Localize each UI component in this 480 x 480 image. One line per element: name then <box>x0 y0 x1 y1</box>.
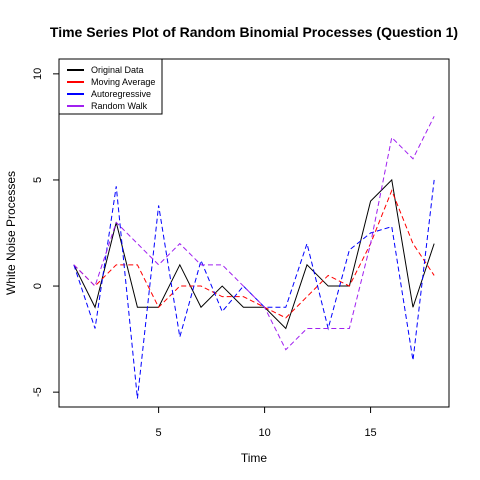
legend-label-moving-average: Moving Average <box>91 77 155 87</box>
x-tick-label: 15 <box>364 427 376 439</box>
x-tick-label: 10 <box>258 427 270 439</box>
legend-label-random-walk: Random Walk <box>91 101 148 111</box>
series-line-autoregressive <box>73 179 435 399</box>
series-line-random-walk <box>73 116 435 351</box>
chart-title: Time Series Plot of Random Binomial Proc… <box>50 24 458 40</box>
y-axis-label: White Noise Processes <box>4 171 18 295</box>
y-axis: -5 0 5 10 <box>32 68 59 397</box>
series-line-original-data <box>73 178 435 330</box>
x-tick-label: 5 <box>156 427 162 439</box>
y-tick-label: 5 <box>32 177 44 183</box>
x-axis-label: Time <box>241 451 268 465</box>
legend-label-original-data: Original Data <box>91 65 144 75</box>
plot-area-frame <box>58 58 450 408</box>
legend-label-autoregressive: Autoregressive <box>91 89 151 99</box>
legend: Original Data Moving Average Autoregressiv… <box>58 58 163 115</box>
legend-box <box>58 58 163 115</box>
y-tick-label: -5 <box>32 387 44 397</box>
y-tick-label: 10 <box>32 68 44 80</box>
series-line-moving-average <box>73 189 435 319</box>
x-axis: 5 10 15 <box>156 407 377 439</box>
series-layer <box>73 116 435 399</box>
y-tick-label: 0 <box>32 283 44 289</box>
